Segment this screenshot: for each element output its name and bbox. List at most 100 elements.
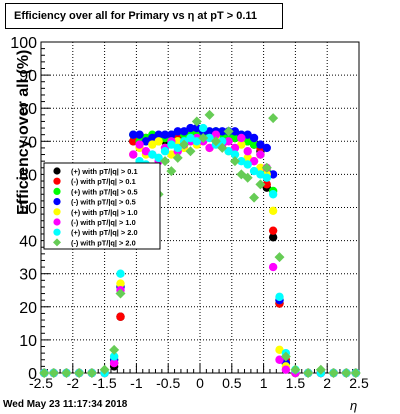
data-point [268,113,279,124]
data-point [129,137,138,146]
data-point [280,351,291,362]
data-point [116,312,125,321]
data-point [109,358,119,368]
data-point [205,133,214,143]
y-tick-label: 80 [19,101,37,118]
data-point [186,123,195,133]
data-point [191,116,202,127]
data-point [224,147,233,156]
x-tick-label: 1 [260,375,268,391]
data-point [275,345,284,355]
data-point [237,156,246,166]
x-axis-label: η [350,398,358,413]
data-point [243,147,252,156]
plot-frame [40,41,360,374]
data-point [185,146,196,157]
data-point [223,126,234,137]
data-point [160,147,170,156]
legend-label: (-) with pT/|q| > 0.1 [71,177,136,186]
data-point [204,109,215,120]
legend-label: (-) with pT/|q| > 0.5 [71,198,136,207]
data-point [268,190,278,199]
data-point [179,127,189,136]
y-tick-label: 20 [19,300,37,317]
legend-marker [53,167,61,175]
data-point [230,127,240,136]
data-point [192,137,202,146]
y-tick-label: 30 [19,267,37,284]
data-point [148,150,157,159]
data-point [167,130,176,139]
data-point [268,226,278,235]
legend-marker [53,177,61,185]
data-point [243,160,252,169]
data-point [262,180,271,189]
data-point [268,170,278,179]
legend-marker [53,218,61,226]
data-point [328,368,339,378]
data-point [135,140,144,149]
y-tick-label: 100 [10,35,37,52]
data-markers [39,109,361,378]
data-point [262,173,271,182]
data-point [99,364,110,375]
legend-marker [53,228,61,236]
data-point [167,150,176,159]
data-point [242,172,253,183]
y-tick-label: 40 [19,234,37,251]
data-point [262,143,271,153]
y-tick-label: 90 [19,68,37,85]
y-tick-label: 50 [19,201,37,218]
data-point [243,153,252,163]
data-point [281,365,291,374]
data-point [268,233,278,242]
data-point [218,127,227,136]
data-point [48,368,59,378]
data-point [115,288,126,299]
timestamp: Wed May 23 11:17:34 2018 [3,399,128,410]
data-point [186,133,195,143]
data-point [172,152,183,163]
data-point [303,368,314,378]
data-point [315,364,326,375]
data-point [275,292,284,302]
data-point [261,162,272,173]
data-point [256,150,265,159]
x-tick-label: -1 [130,375,143,391]
data-point [129,130,138,139]
legend-marker [53,238,61,247]
data-point [109,344,120,355]
data-point [160,130,170,139]
legend-label: (+) with pT/|q| > 2.0 [71,228,138,237]
data-point [230,150,240,159]
data-point [148,140,157,149]
data-point [135,130,144,139]
data-point [109,352,119,361]
data-point [256,163,265,172]
data-point [116,269,125,278]
chart-title: Efficiency over all for Primary vs η at … [5,3,283,29]
y-tick-label: 70 [19,134,37,151]
data-point [173,137,182,146]
legend-label: (+) with pT/|q| > 1.0 [71,208,138,217]
y-tick-label: 0 [28,366,37,383]
data-point [173,127,182,136]
legend-marker [53,198,61,206]
data-point [129,150,138,159]
data-point [205,143,214,153]
data-point [274,252,285,263]
data-point [198,123,208,133]
data-point [160,156,171,167]
data-point [218,137,227,146]
data-point [249,156,259,166]
legend: (+) with pT/|q| > 0.1(-) with pT/|q| > 0… [43,162,161,250]
data-point [173,143,182,153]
y-axis-label: Efficiency over all (%) [15,49,32,215]
data-point [237,140,246,149]
data-point [179,139,190,150]
data-point [148,133,157,143]
data-point [249,133,259,143]
legend-label: (+) with pT/|q| > 0.5 [71,187,138,196]
data-point [116,279,125,288]
data-point [86,368,97,378]
